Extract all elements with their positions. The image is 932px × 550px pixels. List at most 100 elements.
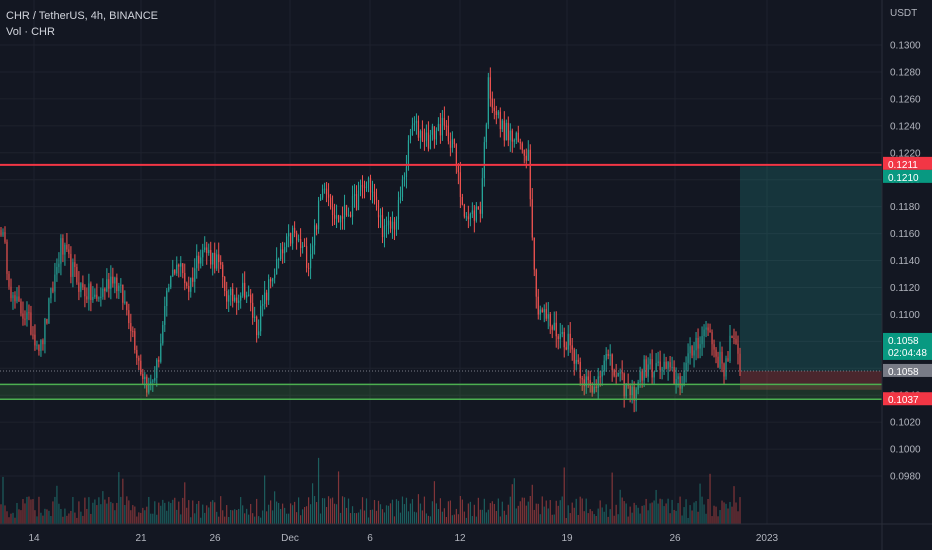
volume-bar [176,509,178,524]
candle-body [499,111,501,130]
volume-bar [100,504,102,524]
volume-bar [70,510,72,524]
candle-body [369,178,372,192]
candle-body [595,386,597,388]
volume-bar [64,508,66,524]
candle-body [343,205,346,219]
candle-body [705,327,707,330]
candle-body [0,230,2,236]
volume-bar [377,500,380,524]
candle-body [417,120,420,138]
volume-bar [527,501,529,524]
candle-body [525,155,527,161]
volume-bar [491,501,493,524]
candle-body [707,327,709,331]
volume-bar [164,502,166,524]
candle-body [379,215,382,218]
volume-bar [499,516,501,524]
candle-body [162,324,164,344]
volume-indicator-title[interactable]: Vol · CHR [6,26,55,38]
volume-bar [313,496,316,524]
volume-bar [605,504,607,524]
candle-body [176,264,178,274]
volume-bar [547,508,549,524]
volume-bar [669,513,671,524]
horizontal-levels [0,163,882,400]
volume-bar [639,513,641,524]
candle-body [70,253,72,277]
candle-body [2,231,4,236]
volume-bar [216,511,218,524]
volume-bar [563,467,565,524]
candle-body [397,199,400,220]
volume-bar [451,515,453,524]
candle-body [663,361,665,370]
volume-bar [114,510,116,524]
volume-bar [411,499,414,524]
volume-bar [341,496,344,524]
volume-bar [507,504,509,524]
target-badge-text: 0.1210 [888,173,919,184]
candle-body [74,262,76,267]
candle-body [204,247,206,251]
symbol-title[interactable]: CHR / TetherUS, 4h, BINANCE [6,10,159,22]
volume-bar [503,510,505,524]
volume-bar [561,496,563,524]
candle-body [138,357,140,361]
candle-body [441,117,444,136]
candle-body [102,288,104,297]
candle-body [84,287,86,297]
volume-bar [44,508,46,524]
volume-bar [337,471,340,524]
candle-body [144,376,146,380]
y-tick-label: 0.1160 [890,229,920,240]
y-tick-label: 0.1020 [890,418,921,429]
volume-bar [18,509,20,524]
volume-bar [88,497,90,524]
volume-bar [46,509,48,524]
volume-bar [447,501,449,524]
candle-body [481,178,483,214]
candle-body [683,370,685,385]
volume-bar [292,505,294,524]
volume-bar [553,514,555,524]
candle-body [653,371,655,378]
candle-body [719,351,721,368]
candle-body [234,297,236,302]
candle-body [114,277,116,284]
candle-body [423,140,426,142]
candle-body [695,337,697,351]
volume-bar [635,505,637,524]
candle-body [365,182,368,189]
candle-body [453,139,455,145]
volume-bar [607,516,609,524]
volume-bar [473,504,475,524]
candle-body [260,305,262,332]
volume-bar [246,508,248,524]
candle-body [411,125,414,136]
volume-bar [719,510,721,524]
x-tick-label: 12 [454,533,466,544]
volume-bar [323,498,326,524]
volume-bar [120,496,122,524]
volume-bar [369,509,372,524]
volume-bar [443,508,445,524]
volume-bar [599,500,601,524]
candle-body [541,309,543,313]
candle-body [98,297,100,299]
volume-bar [186,507,188,524]
candle-body [447,125,449,142]
volume-bar [170,503,172,524]
candle-body [142,374,144,380]
volume-bar [435,503,438,524]
candle-body [335,215,338,219]
volume-bar [309,504,312,524]
candle-body [164,306,166,325]
candle-body [673,366,675,385]
volume-bar [132,505,134,524]
candle-body [22,313,24,319]
volume-bar [537,503,539,524]
volume-bar [156,514,158,524]
volume-bar [539,514,541,524]
